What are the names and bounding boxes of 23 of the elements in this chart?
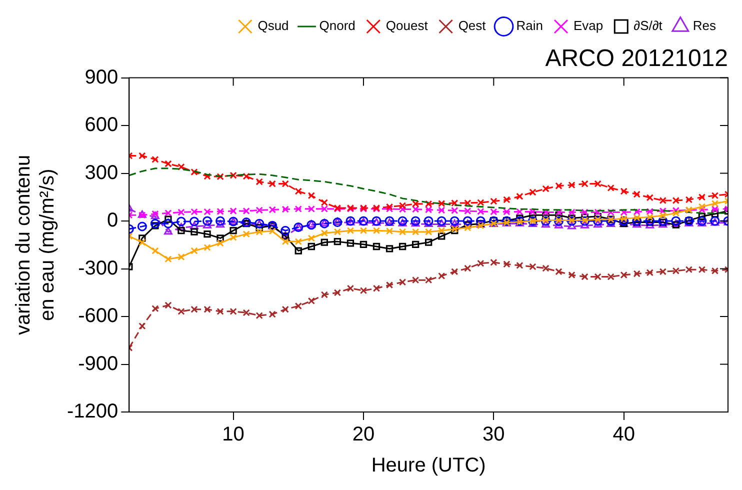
x-tick-label: 30 [482, 424, 505, 446]
y-tick-label: 600 [84, 114, 118, 136]
x-axis-title: Heure (UTC) [371, 454, 486, 477]
y-tick-label: 900 [84, 66, 118, 88]
legend-label: ∂S/∂t [634, 18, 663, 34]
chart-title: ARCO 20121012 [545, 45, 728, 72]
legend-label: Res [692, 18, 716, 34]
x-tick-label: 20 [352, 424, 375, 446]
y-tick-label: -600 [78, 305, 118, 328]
x-tick-label: 40 [612, 424, 635, 446]
legend-label: Evap [574, 18, 604, 34]
legend-label: Rain [516, 18, 544, 34]
y-axis-title: variation du contenu en eau (mg/m²/s) [12, 154, 59, 335]
y-tick-label: 0 [107, 210, 118, 232]
legend-label: Qnord [319, 18, 356, 34]
legend-label: Qsud [258, 18, 289, 34]
legend-label: Qest [458, 18, 486, 34]
legend-label: Qouest [386, 18, 428, 34]
x-tick-label: 10 [222, 424, 244, 446]
y-tick-label: -900 [78, 352, 118, 375]
y-tick-label: -300 [78, 257, 118, 280]
y-tick-label: -1200 [66, 400, 118, 423]
y-tick-label: 300 [84, 162, 118, 184]
